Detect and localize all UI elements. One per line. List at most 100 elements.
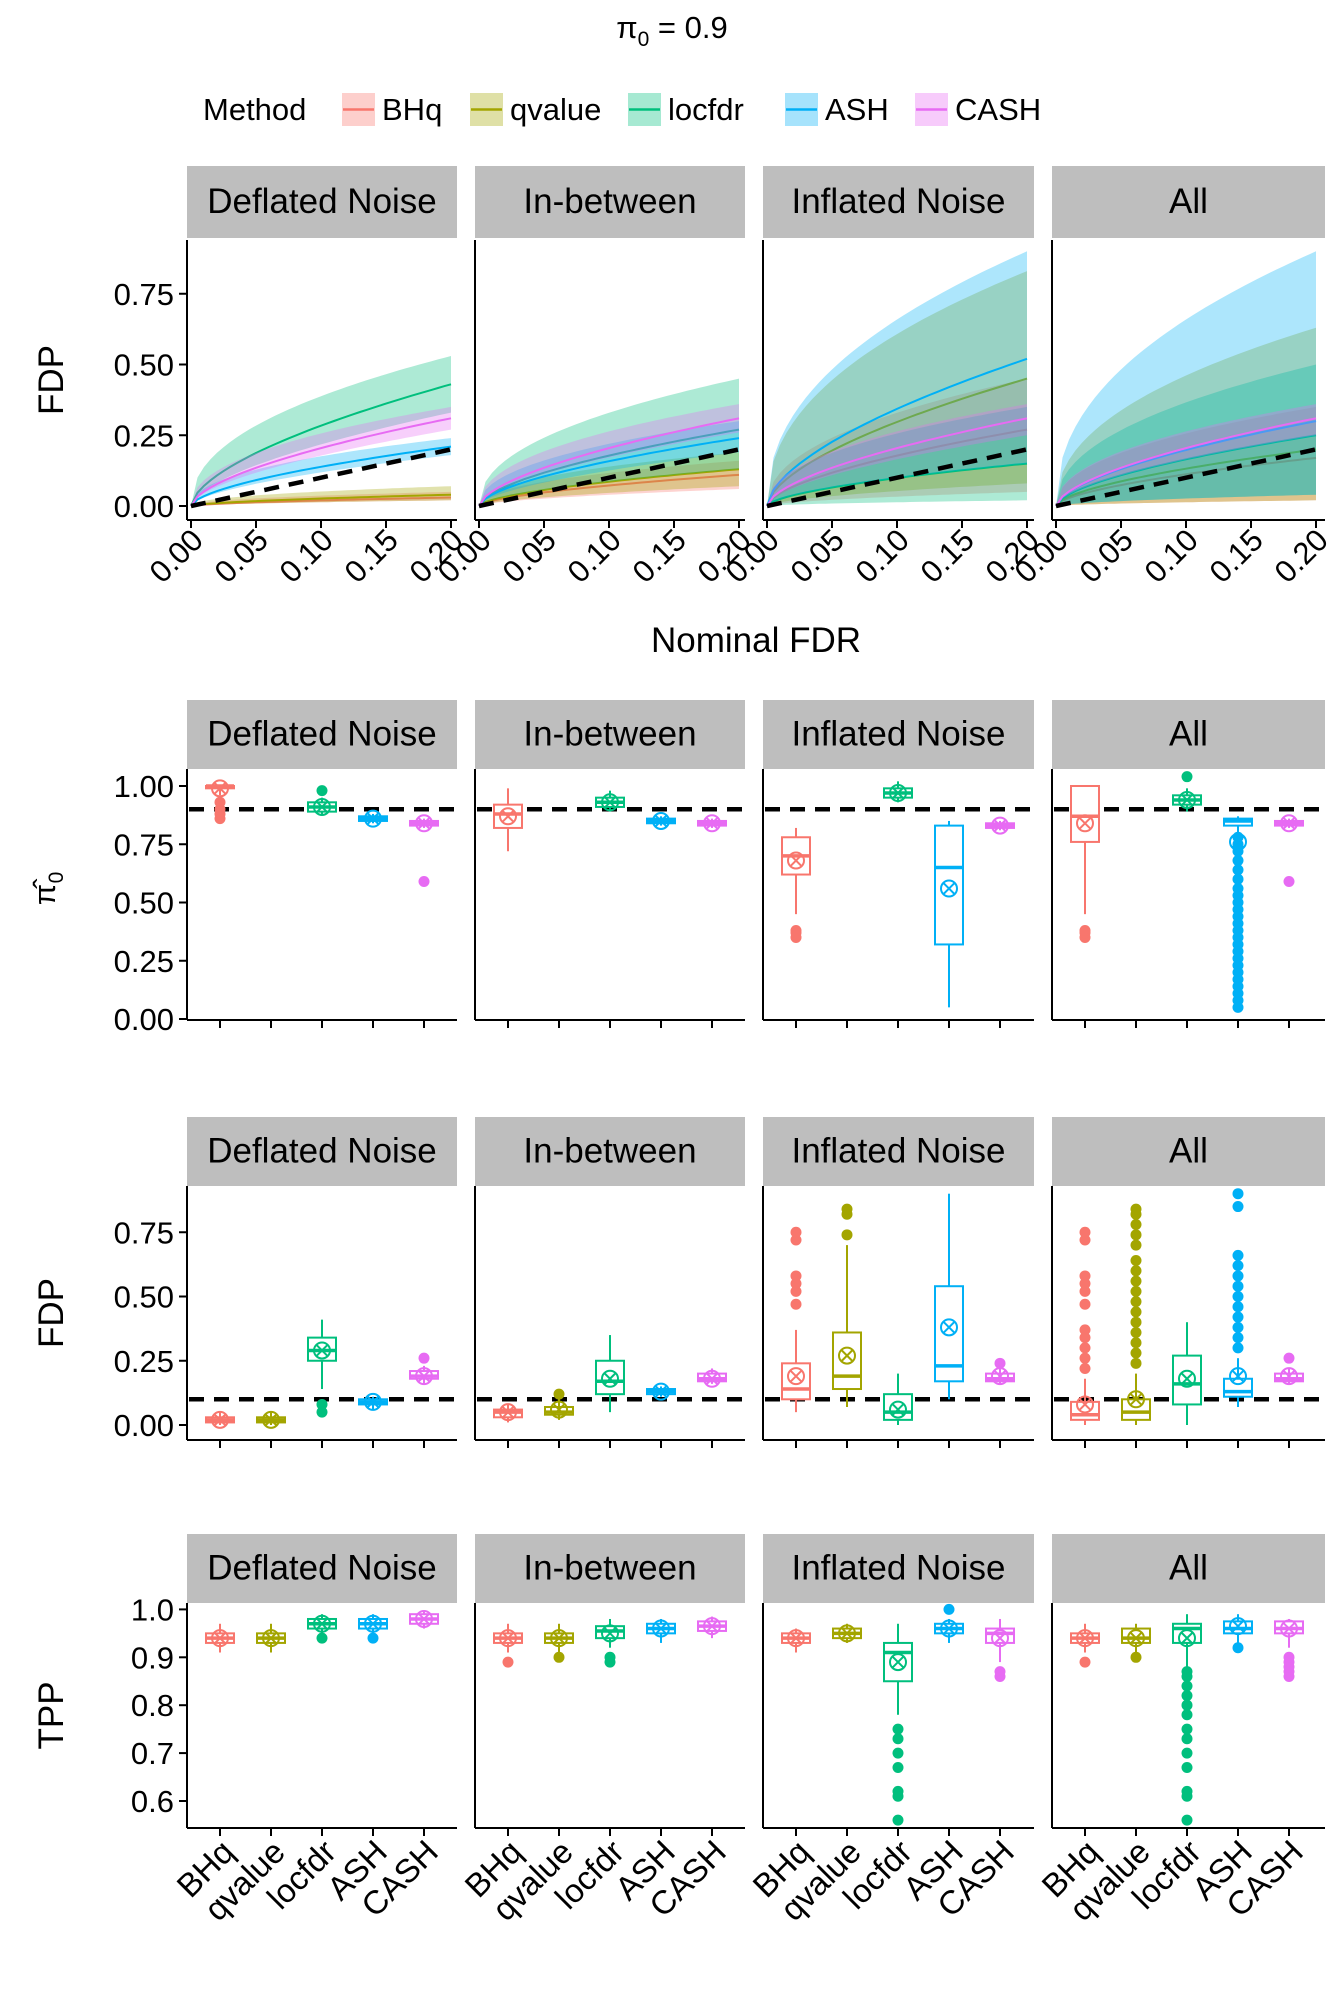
mean-cross-cash bbox=[1282, 817, 1296, 830]
box-bhq bbox=[781, 1362, 811, 1401]
band-ash bbox=[1056, 251, 1316, 506]
panel-strip bbox=[187, 166, 457, 238]
outlier-ash bbox=[1232, 1342, 1244, 1354]
mean-cross-locfdr bbox=[603, 1627, 617, 1640]
outlier-bhq bbox=[502, 1656, 514, 1668]
band-locfdr bbox=[479, 378, 739, 506]
band-cash bbox=[1056, 404, 1316, 506]
outlier-locfdr bbox=[1181, 1680, 1193, 1692]
mean-marker-cash bbox=[703, 1617, 721, 1636]
panel-title: Inflated Noise bbox=[791, 182, 1005, 221]
x-tick-label: 0.05 bbox=[784, 522, 851, 589]
mean-cross-qvalue bbox=[264, 1413, 278, 1427]
box-qvalue bbox=[1121, 1398, 1151, 1421]
mean-cross-cash bbox=[1282, 1369, 1296, 1383]
panel-strip bbox=[763, 1534, 1034, 1603]
mean-marker-cash bbox=[1280, 1367, 1298, 1386]
mean-marker-qvalue bbox=[550, 1400, 568, 1419]
panel-strip bbox=[1052, 166, 1325, 238]
outlier-qvalue bbox=[1130, 1255, 1142, 1267]
mean-marker-qvalue bbox=[1127, 1629, 1145, 1648]
outlier-locfdr bbox=[892, 1814, 904, 1826]
outlier-ash bbox=[1232, 1201, 1244, 1213]
x-tick-label: 0.10 bbox=[273, 522, 340, 589]
panel-title: In-between bbox=[523, 1132, 696, 1171]
y-tick-label: 1.00 bbox=[114, 769, 174, 804]
outlier-locfdr bbox=[604, 1651, 616, 1663]
mean-cross-ash bbox=[654, 1622, 668, 1635]
y-tick-label: 0.00 bbox=[114, 1408, 174, 1443]
y-axis-label: FDP bbox=[32, 1278, 71, 1348]
panel-strip bbox=[475, 1117, 745, 1186]
panel-title: Deflated Noise bbox=[207, 715, 437, 754]
outlier-ash bbox=[1232, 1280, 1244, 1292]
panel-title: Deflated Noise bbox=[207, 1132, 437, 1171]
mean-cross-bhq bbox=[789, 1369, 803, 1383]
mean-cross-cash bbox=[417, 1369, 431, 1383]
outlier-locfdr bbox=[892, 1723, 904, 1735]
mean-cross-qvalue bbox=[264, 1631, 278, 1645]
outlier-cash bbox=[418, 876, 430, 888]
line-bhq bbox=[1055, 456, 1317, 507]
mean-marker-ash bbox=[1229, 1367, 1247, 1386]
legend-label-locfdr: locfdr bbox=[668, 92, 744, 127]
line-cash bbox=[478, 417, 740, 507]
band-cash bbox=[767, 404, 1027, 506]
panel-title: Deflated Noise bbox=[207, 182, 437, 221]
plots: Deflated Noise In-between Inflated Noise Al… bbox=[27, 166, 1335, 1928]
outlier-locfdr bbox=[892, 1785, 904, 1797]
box-locfdr bbox=[883, 1393, 913, 1421]
outlier-locfdr bbox=[1181, 1666, 1193, 1678]
mean-cross-locfdr bbox=[315, 1617, 329, 1630]
mean-cross-ash bbox=[654, 1385, 668, 1398]
outlier-ash bbox=[1232, 873, 1244, 885]
mean-marker-qvalue bbox=[838, 1346, 856, 1365]
band-locfdr bbox=[191, 356, 451, 506]
mean-marker-bhq bbox=[787, 851, 805, 870]
mean-marker-bhq bbox=[787, 1629, 805, 1648]
line-locfdr bbox=[190, 383, 452, 507]
x-tick-label: 0.20 bbox=[1268, 522, 1335, 589]
mean-cross-cash bbox=[705, 817, 719, 830]
mean-cross-ash bbox=[654, 814, 668, 828]
outlier-bhq bbox=[1079, 1332, 1091, 1344]
x-tick-label: 0.05 bbox=[1073, 522, 1140, 589]
outlier-locfdr bbox=[892, 1733, 904, 1745]
panel-strip bbox=[1052, 1117, 1325, 1186]
x-tick-label: 0.15 bbox=[338, 522, 405, 589]
outlier-locfdr bbox=[1181, 1690, 1193, 1702]
outlier-ash bbox=[1232, 1291, 1244, 1302]
outlier-bhq bbox=[1079, 1278, 1091, 1290]
outlier-ash bbox=[1232, 1260, 1244, 1272]
title-value: = 0.9 bbox=[649, 10, 727, 45]
legend-label-cash: CASH bbox=[955, 92, 1041, 127]
line-locfdr bbox=[478, 428, 740, 507]
outlier-locfdr bbox=[316, 1632, 328, 1644]
title-symbol: π bbox=[616, 10, 637, 45]
outlier-bhq bbox=[1079, 1285, 1091, 1297]
outlier-qvalue bbox=[1130, 1229, 1142, 1241]
mean-cross-bhq bbox=[213, 782, 227, 795]
mean-cross-ash bbox=[942, 882, 956, 895]
reference-line bbox=[190, 447, 452, 509]
outlier-bhq bbox=[1079, 1342, 1091, 1354]
outlier-bhq bbox=[1079, 1362, 1091, 1374]
panel-title: Inflated Noise bbox=[791, 715, 1005, 754]
outlier-qvalue bbox=[1130, 1239, 1142, 1251]
mean-marker-qvalue bbox=[262, 1410, 280, 1429]
y-tick-label: 0.50 bbox=[114, 348, 174, 383]
mean-marker-cash bbox=[1280, 1619, 1298, 1638]
outlier-qvalue bbox=[1130, 1337, 1142, 1349]
mean-cross-ash bbox=[366, 1395, 380, 1409]
legend: BHq qvalue locfdr ASH CASH bbox=[342, 92, 1041, 127]
panel-title: All bbox=[1169, 715, 1208, 754]
outlier-qvalue bbox=[1130, 1275, 1142, 1287]
outlier-qvalue bbox=[1130, 1219, 1142, 1231]
mean-cross-locfdr bbox=[891, 786, 905, 800]
mean-cross-locfdr bbox=[1180, 1372, 1194, 1385]
mean-marker-bhq bbox=[211, 1629, 229, 1648]
panel-title: In-between bbox=[523, 715, 696, 754]
y-tick-label: 0.9 bbox=[131, 1640, 174, 1675]
outlier-bhq bbox=[790, 1285, 802, 1297]
figure-title: π0 = 0.9 bbox=[616, 10, 728, 51]
